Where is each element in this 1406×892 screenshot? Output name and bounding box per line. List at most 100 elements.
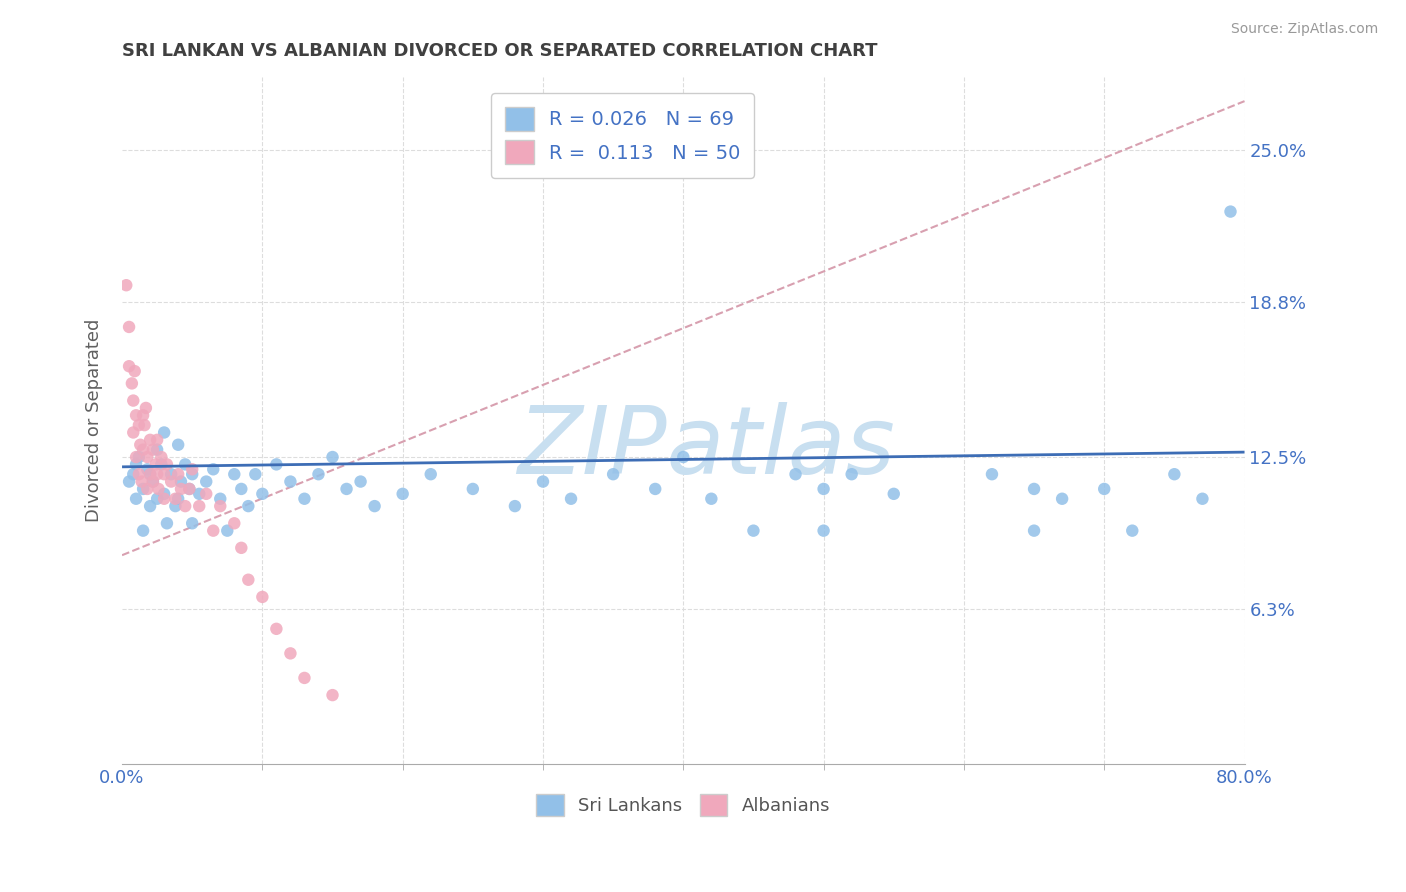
Point bbox=[181, 467, 204, 482]
Point bbox=[1092, 482, 1115, 496]
Point bbox=[531, 475, 554, 489]
Point bbox=[181, 462, 204, 476]
Point bbox=[883, 487, 905, 501]
Point bbox=[181, 516, 204, 531]
Point bbox=[146, 467, 169, 482]
Point bbox=[231, 541, 253, 555]
Point bbox=[321, 450, 343, 464]
Point bbox=[672, 450, 695, 464]
Point bbox=[160, 467, 183, 482]
Point bbox=[132, 524, 155, 538]
Point bbox=[170, 482, 193, 496]
Point bbox=[224, 467, 246, 482]
Point bbox=[981, 467, 1004, 482]
Point bbox=[349, 475, 371, 489]
Point bbox=[280, 646, 302, 660]
Point bbox=[150, 458, 173, 472]
Point bbox=[335, 482, 357, 496]
Point bbox=[1219, 204, 1241, 219]
Point bbox=[461, 482, 484, 496]
Point bbox=[124, 364, 146, 378]
Point bbox=[167, 438, 190, 452]
Point bbox=[142, 475, 165, 489]
Point bbox=[118, 359, 141, 374]
Point bbox=[118, 475, 141, 489]
Point bbox=[602, 467, 624, 482]
Point bbox=[238, 499, 260, 513]
Point bbox=[156, 458, 179, 472]
Point bbox=[139, 433, 162, 447]
Point bbox=[153, 425, 176, 440]
Point bbox=[150, 450, 173, 464]
Point bbox=[841, 467, 863, 482]
Point bbox=[146, 491, 169, 506]
Point bbox=[238, 573, 260, 587]
Point bbox=[136, 482, 159, 496]
Point bbox=[142, 475, 165, 489]
Point bbox=[139, 467, 162, 482]
Point bbox=[153, 491, 176, 506]
Point bbox=[813, 524, 835, 538]
Point bbox=[179, 482, 201, 496]
Point bbox=[252, 487, 274, 501]
Point bbox=[128, 467, 150, 482]
Point bbox=[1163, 467, 1185, 482]
Point bbox=[195, 487, 218, 501]
Point bbox=[170, 475, 193, 489]
Text: ZIPatlas: ZIPatlas bbox=[517, 402, 894, 493]
Point bbox=[700, 491, 723, 506]
Point bbox=[209, 499, 232, 513]
Point bbox=[125, 450, 148, 464]
Point bbox=[146, 442, 169, 457]
Point bbox=[153, 487, 176, 501]
Point bbox=[134, 418, 156, 433]
Point bbox=[224, 516, 246, 531]
Point bbox=[165, 499, 187, 513]
Point bbox=[1022, 482, 1045, 496]
Point bbox=[121, 376, 143, 391]
Point bbox=[245, 467, 267, 482]
Point bbox=[145, 458, 167, 472]
Point bbox=[188, 487, 211, 501]
Legend: Sri Lankans, Albanians: Sri Lankans, Albanians bbox=[529, 787, 838, 823]
Point bbox=[280, 475, 302, 489]
Point bbox=[644, 482, 666, 496]
Point bbox=[1050, 491, 1073, 506]
Point bbox=[742, 524, 765, 538]
Point bbox=[294, 491, 316, 506]
Point bbox=[136, 450, 159, 464]
Point bbox=[129, 438, 152, 452]
Point bbox=[266, 458, 288, 472]
Point bbox=[560, 491, 582, 506]
Point bbox=[231, 482, 253, 496]
Point bbox=[266, 622, 288, 636]
Point bbox=[132, 482, 155, 496]
Point bbox=[174, 458, 197, 472]
Point bbox=[419, 467, 441, 482]
Point bbox=[128, 450, 150, 464]
Point bbox=[363, 499, 385, 513]
Point bbox=[160, 475, 183, 489]
Point bbox=[131, 475, 153, 489]
Point bbox=[188, 499, 211, 513]
Point bbox=[115, 278, 138, 293]
Point bbox=[195, 475, 218, 489]
Point bbox=[146, 433, 169, 447]
Point bbox=[153, 467, 176, 482]
Text: SRI LANKAN VS ALBANIAN DIVORCED OR SEPARATED CORRELATION CHART: SRI LANKAN VS ALBANIAN DIVORCED OR SEPAR… bbox=[122, 42, 877, 60]
Point bbox=[202, 462, 225, 476]
Point bbox=[118, 320, 141, 334]
Point bbox=[125, 409, 148, 423]
Point bbox=[148, 482, 170, 496]
Point bbox=[321, 688, 343, 702]
Point bbox=[1191, 491, 1213, 506]
Point bbox=[785, 467, 807, 482]
Point bbox=[122, 425, 145, 440]
Point bbox=[122, 393, 145, 408]
Point bbox=[125, 458, 148, 472]
Point bbox=[135, 401, 157, 415]
Point bbox=[179, 482, 201, 496]
Point bbox=[174, 499, 197, 513]
Point bbox=[128, 418, 150, 433]
Point bbox=[813, 482, 835, 496]
